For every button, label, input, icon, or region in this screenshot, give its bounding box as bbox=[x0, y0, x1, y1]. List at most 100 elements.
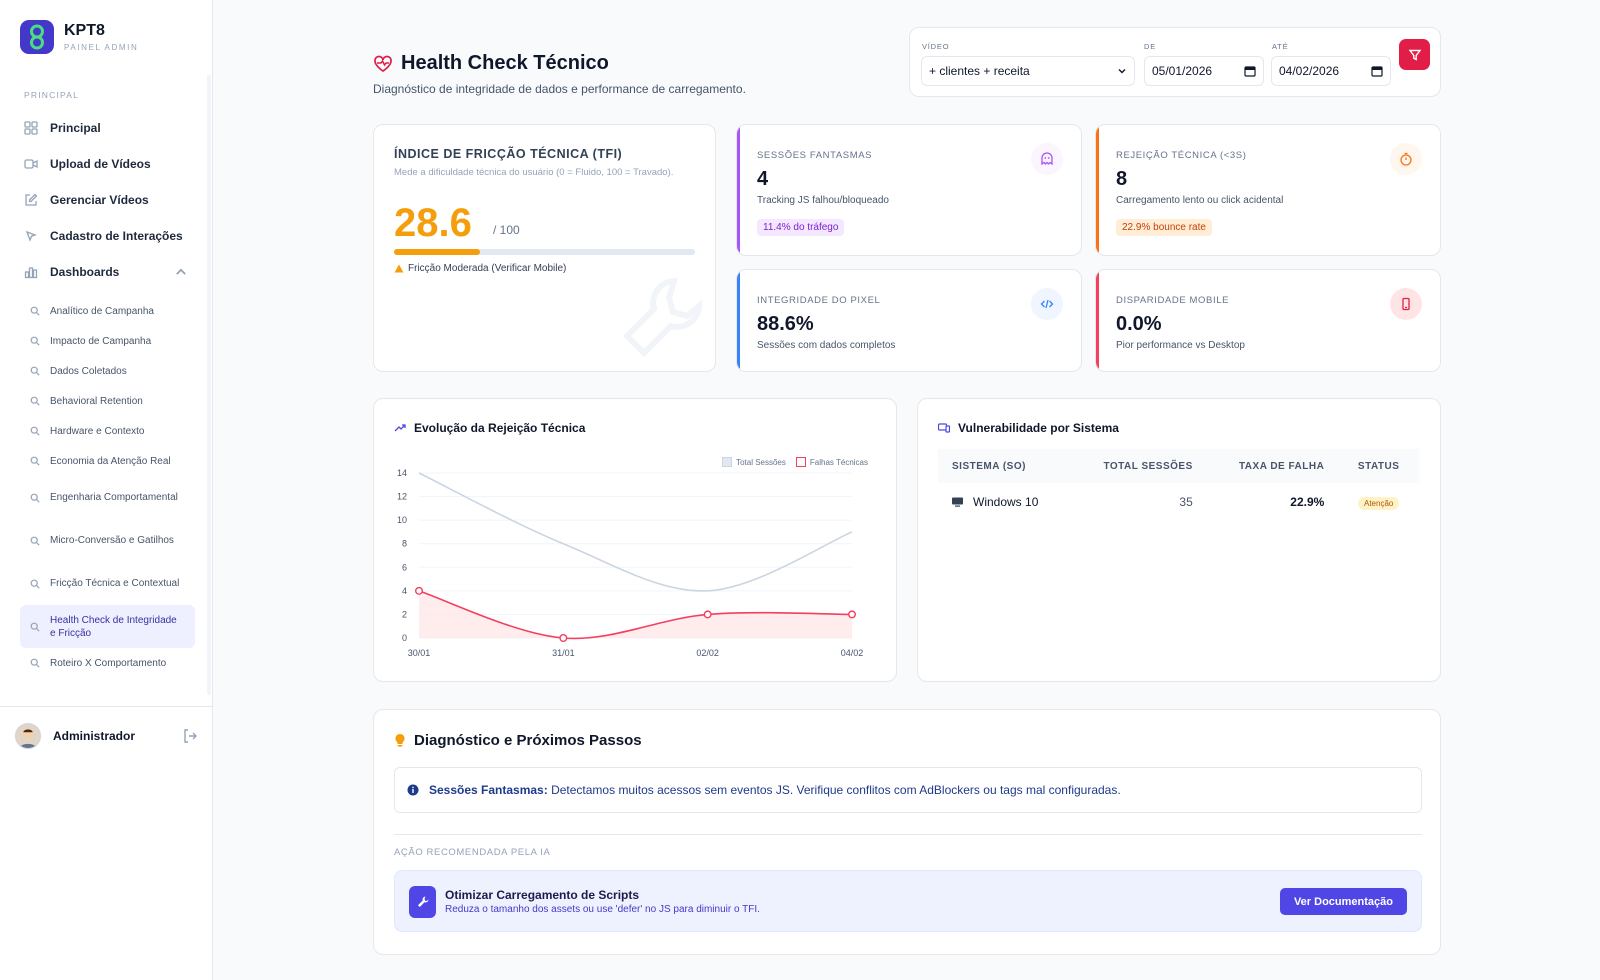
col-rate: TAXA DE FALHA bbox=[1206, 449, 1339, 483]
calendar-icon[interactable] bbox=[1244, 65, 1256, 77]
sidebar-subitem[interactable]: Impacto de Campanha bbox=[20, 326, 195, 356]
chart-legend: Total Sessões Falhas Técnicas bbox=[722, 457, 868, 467]
x-tick-label: 04/02 bbox=[841, 648, 864, 658]
view-docs-button[interactable]: Ver Documentação bbox=[1279, 888, 1407, 915]
sidebar-item-gerenciar[interactable]: Gerenciar Vídeos bbox=[14, 182, 194, 218]
sidebar-item-label: Gerenciar Vídeos bbox=[50, 193, 149, 207]
calendar-icon[interactable] bbox=[1371, 65, 1383, 77]
heart-pulse-icon bbox=[374, 55, 392, 72]
sidebar-subitem-label: Analítico de Campanha bbox=[50, 305, 154, 317]
tfi-value: 28.6 bbox=[394, 201, 472, 245]
brand-subtitle: PAINEL ADMIN bbox=[64, 43, 139, 52]
sidebar-subitem-label: Hardware e Contexto bbox=[50, 425, 145, 437]
x-tick-label: 31/01 bbox=[552, 648, 575, 658]
x-tick-label: 02/02 bbox=[696, 648, 719, 658]
video-select[interactable]: + clientes + receita bbox=[921, 56, 1135, 86]
sidebar-item-interacoes[interactable]: Cadastro de Interações bbox=[14, 218, 194, 254]
sidebar-subitem-label: Behavioral Retention bbox=[50, 395, 143, 407]
tfi-scale: / 100 bbox=[493, 223, 520, 237]
bar-chart-icon bbox=[24, 267, 38, 279]
avatar[interactable] bbox=[15, 722, 41, 749]
search-icon bbox=[30, 658, 40, 668]
brand[interactable]: KPT8 PAINEL ADMIN bbox=[20, 20, 138, 54]
y-tick-label: 4 bbox=[402, 586, 407, 596]
search-icon bbox=[30, 396, 40, 406]
sidebar-item-principal[interactable]: Principal bbox=[14, 110, 194, 146]
wrench-icon bbox=[409, 886, 436, 918]
legend-item-total[interactable]: Total Sessões bbox=[722, 457, 786, 467]
sidebar-scrollbar[interactable] bbox=[207, 75, 211, 695]
legend-label: Falhas Técnicas bbox=[809, 457, 868, 467]
table-row[interactable]: Windows 10 35 22.9% Atenção bbox=[938, 483, 1419, 521]
tfi-progress-fill bbox=[394, 249, 481, 255]
diagnostic-title: Diagnóstico e Próximos Passos bbox=[394, 732, 642, 749]
vulnerability-table: SISTEMA (SO) TOTAL SESSÕES TAXA DE FALHA… bbox=[938, 449, 1419, 521]
sidebar-item-label: Cadastro de Interações bbox=[50, 229, 183, 243]
edit-icon bbox=[25, 193, 38, 206]
kpi-card-tech-rejection: REJEIÇÃO TÉCNICA (<3S) 8 Carregamento le… bbox=[1095, 124, 1441, 256]
sidebar-item-dashboards[interactable]: Dashboards bbox=[14, 254, 194, 290]
ai-section-label: AÇÃO RECOMENDADA PELA IA bbox=[394, 847, 551, 858]
line-chart: 0 2 4 6 8 10 12 14 30/01 31/01 02/02 04/02 bbox=[397, 468, 864, 658]
to-date-value: 04/02/2026 bbox=[1279, 64, 1340, 78]
sidebar-subitem[interactable]: Dados Coletados bbox=[20, 356, 195, 386]
data-point bbox=[703, 610, 712, 619]
ai-description: Reduza o tamanho dos assets ou use 'defe… bbox=[445, 904, 760, 915]
divider bbox=[394, 834, 1422, 835]
sidebar-subitem[interactable]: Engenharia Comportamental bbox=[20, 476, 195, 519]
kpi-accent bbox=[1096, 270, 1099, 371]
alert-title: Sessões Fantasmas: bbox=[429, 783, 548, 797]
y-tick-label: 8 bbox=[402, 539, 407, 549]
y-tick-label: 0 bbox=[402, 633, 407, 643]
tfi-description: Mede a dificuldade técnica do usuário (0… bbox=[394, 167, 674, 178]
search-icon bbox=[30, 536, 40, 546]
kpi-label: DISPARIDADE MOBILE bbox=[1116, 295, 1230, 306]
filter-button[interactable] bbox=[1399, 39, 1430, 70]
tfi-warning-text: Fricção Moderada (Verificar Mobile) bbox=[408, 263, 567, 274]
sidebar-subitem[interactable]: Behavioral Retention bbox=[20, 386, 195, 416]
user-name: Administrador bbox=[53, 728, 136, 743]
filter-icon bbox=[1408, 49, 1421, 61]
sidebar-subitem-label: Roteiro X Comportamento bbox=[50, 657, 167, 669]
sidebar-subitem[interactable]: Analítico de Campanha bbox=[20, 296, 195, 326]
monitor-icon bbox=[952, 497, 963, 507]
video-icon bbox=[24, 159, 38, 169]
col-sessions: TOTAL SESSÕES bbox=[1070, 449, 1207, 483]
kpi-card-mobile-disparity: DISPARIDADE MOBILE 0.0% Pior performance… bbox=[1095, 269, 1441, 372]
data-point bbox=[848, 610, 857, 619]
kpi-badge: 22.9% bounce rate bbox=[1116, 219, 1212, 236]
legend-item-failures[interactable]: Falhas Técnicas bbox=[795, 457, 868, 467]
rejection-chart-card: Evolução da Rejeição Técnica Total Sessõ… bbox=[373, 398, 897, 682]
search-icon bbox=[30, 426, 40, 436]
sidebar-subitem[interactable]: Hardware e Contexto bbox=[20, 416, 195, 446]
warning-icon bbox=[394, 264, 404, 273]
video-label: VÍDEO bbox=[922, 42, 950, 51]
os-cell: Windows 10 bbox=[938, 483, 1071, 521]
tfi-warning: Fricção Moderada (Verificar Mobile) bbox=[394, 263, 566, 274]
from-date-input[interactable]: 05/01/2026 bbox=[1144, 56, 1264, 86]
sidebar-subitem[interactable]: Health Check de Integridade e Fricção bbox=[20, 605, 195, 648]
kpi-value: 88.6% bbox=[757, 313, 814, 335]
page-header: Health Check Técnico bbox=[373, 52, 609, 75]
to-label: ATÉ bbox=[1272, 42, 1289, 51]
sidebar-subitem[interactable]: Economia da Atenção Real bbox=[20, 446, 195, 476]
from-date-value: 05/01/2026 bbox=[1152, 64, 1213, 78]
kpi-badge: 11.4% do tráfego bbox=[757, 219, 845, 236]
code-icon bbox=[1031, 288, 1063, 320]
brand-name: KPT8 bbox=[64, 22, 105, 39]
kpi-value: 4 bbox=[757, 168, 769, 190]
sidebar-subitem[interactable]: Micro-Conversão e Gatilhos bbox=[20, 519, 195, 562]
sidebar-item-upload[interactable]: Upload de Vídeos bbox=[14, 146, 194, 182]
filter-panel: VÍDEO + clientes + receita DE 05/01/2026… bbox=[909, 27, 1441, 97]
logout-icon[interactable] bbox=[182, 728, 198, 744]
status-badge: Atenção bbox=[1357, 497, 1400, 510]
sidebar-subitem-label: Engenharia Comportamental bbox=[50, 492, 178, 503]
sidebar-subitem[interactable]: Roteiro X Comportamento bbox=[20, 648, 195, 678]
section-label: PRINCIPAL bbox=[24, 90, 80, 100]
ghost-sessions-alert: Sessões Fantasmas: Detectamos muitos ace… bbox=[394, 767, 1422, 813]
col-status: STATUS bbox=[1338, 449, 1419, 483]
sidebar-subitem-label: Dados Coletados bbox=[50, 365, 127, 377]
status-cell: Atenção bbox=[1338, 483, 1419, 521]
sidebar-subitem[interactable]: Fricção Técnica e Contextual bbox=[20, 562, 195, 605]
to-date-input[interactable]: 04/02/2026 bbox=[1271, 56, 1391, 86]
